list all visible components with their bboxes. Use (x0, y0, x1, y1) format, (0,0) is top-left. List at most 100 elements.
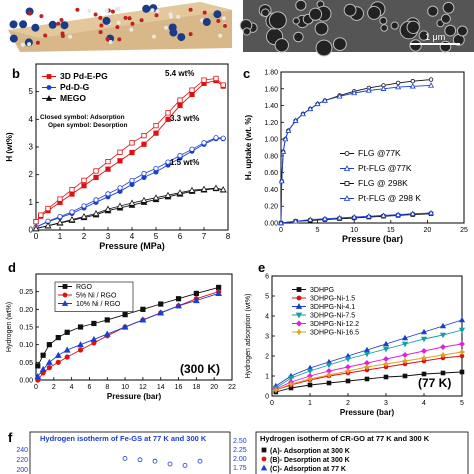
x-tick-label: 4 (422, 400, 426, 407)
atom (39, 14, 44, 19)
data-point (295, 312, 303, 319)
data-point (122, 455, 128, 461)
legend-label: RGO (76, 284, 93, 291)
data-point (420, 336, 428, 343)
x-tick-label: 5 (154, 232, 159, 241)
y-tick-label: 6 (265, 274, 269, 281)
sem-pore (242, 27, 251, 36)
panel-letter-d: d (8, 260, 16, 275)
data-point (117, 185, 123, 191)
sem-pore (406, 20, 420, 34)
x-tick-label: 0 (279, 227, 283, 234)
atom (188, 32, 193, 37)
data-point (153, 123, 159, 129)
atom (93, 12, 98, 17)
data-point (325, 362, 333, 369)
x-tick-label: 0 (34, 232, 39, 241)
atom (139, 18, 144, 23)
data-point (314, 100, 321, 107)
x-tick-label: 4 (70, 384, 74, 391)
data-point (295, 303, 303, 309)
data-point (153, 130, 159, 136)
data-point (287, 380, 295, 388)
x-tick-label: 8 (226, 232, 231, 241)
data-point (295, 328, 303, 336)
data-point (189, 87, 195, 93)
data-point (105, 166, 111, 172)
y-tick-label: 5 (29, 87, 34, 96)
data-point (35, 363, 41, 369)
legend-label: FLG @77K (358, 148, 401, 158)
data-point (306, 375, 314, 383)
series-rgo (35, 284, 222, 369)
atom (108, 40, 113, 44)
data-point (129, 177, 135, 184)
panel-letter-f: f (8, 430, 13, 445)
legend-label: 3DHPG-Ni-12.2 (310, 321, 359, 328)
y-tick-label: 0.60 (264, 170, 278, 177)
sem-pore (440, 13, 451, 24)
data-point (140, 306, 146, 312)
scale-bar-label: 1 μm (425, 32, 445, 42)
data-point (152, 458, 158, 464)
data-point (382, 340, 390, 347)
atom (31, 23, 40, 32)
sem-pore (295, 0, 307, 11)
y-tick-label: 5 (265, 294, 269, 301)
data-point (401, 357, 409, 365)
data-point (344, 356, 352, 363)
atom (202, 18, 211, 26)
data-point (46, 85, 52, 90)
x-tick-label: 20 (424, 227, 432, 234)
data-point (91, 320, 97, 327)
data-point (439, 322, 447, 329)
chart-e: 0 1 2 3 4 5 0 1 2 3 4 5 6 Pressure (bar) Hydrogen adso… (245, 274, 466, 417)
atom (60, 34, 65, 38)
atom (176, 14, 181, 19)
y-axis-label: Hydrogen (wt%) (6, 302, 13, 352)
data-point (105, 191, 111, 197)
data-point (62, 284, 68, 289)
data-point (344, 151, 350, 156)
x-tick-label: 10 (350, 227, 358, 234)
data-point (402, 352, 408, 358)
y-axis-label: H₂ uptake (wt. %) (244, 115, 253, 181)
atom (20, 42, 25, 47)
atom (202, 10, 207, 15)
data-point (458, 348, 466, 356)
y-tick-label: 2 (29, 170, 34, 179)
data-point (325, 371, 333, 379)
data-point (216, 284, 222, 291)
panel-letter-e: e (258, 260, 265, 275)
data-point (93, 174, 99, 181)
atom (75, 7, 80, 12)
x-axis-label: Pressure (bar) (342, 234, 403, 244)
data-point (165, 110, 171, 116)
atom (9, 34, 18, 43)
sem-pore (427, 5, 439, 17)
atom (127, 16, 132, 21)
data-point (278, 219, 284, 226)
atom (142, 4, 151, 13)
y-tick-label: 220 (16, 457, 28, 464)
sem-pore (274, 38, 289, 53)
data-point (459, 341, 465, 347)
legend-label: (A)- Adsorption at 300 K (270, 448, 350, 455)
atom (27, 42, 32, 47)
y-tick-label: 0.00 (264, 221, 278, 228)
legend-label: 3DHPG-Ni-7.5 (310, 313, 355, 320)
data-point (69, 209, 75, 215)
data-point (77, 347, 84, 353)
data-point (220, 135, 226, 141)
atom (56, 21, 61, 26)
sem-pore (380, 24, 389, 32)
data-point (321, 97, 328, 103)
data-point (421, 371, 427, 377)
data-point (103, 330, 111, 337)
x-axis-label: Pressure (bar) (340, 408, 395, 417)
y-tick-label: 0.10 (19, 342, 33, 349)
data-point (336, 214, 343, 221)
y-tick-label-right: 1.75 (233, 465, 247, 472)
atom (105, 37, 110, 42)
atom (60, 21, 69, 30)
